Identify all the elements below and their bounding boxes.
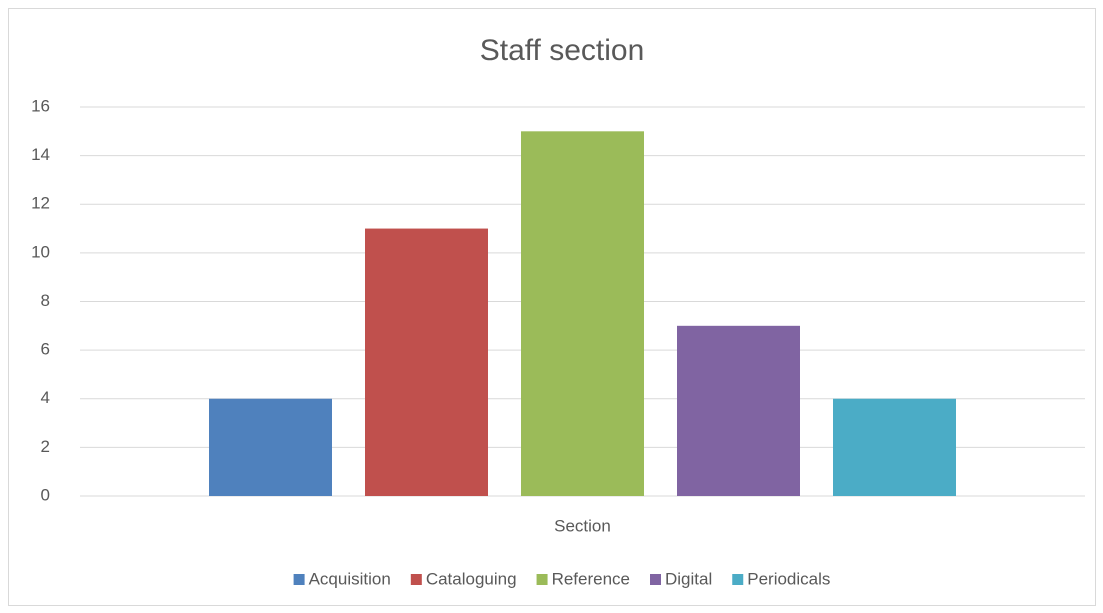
legend-swatch: [410, 574, 422, 585]
y-tick-label: 4: [41, 388, 50, 407]
legend-label: Cataloguing: [426, 569, 517, 588]
legend-swatch: [293, 574, 305, 585]
y-tick-label: 0: [41, 485, 50, 504]
legend-label: Periodicals: [747, 569, 830, 588]
legend-label: Acquisition: [309, 569, 391, 588]
legend-swatch: [536, 574, 548, 585]
legend-label: Digital: [665, 569, 712, 588]
x-tick-label: Section: [554, 516, 611, 535]
legend-swatch: [732, 574, 744, 585]
chart-title: Staff section: [480, 34, 645, 67]
y-tick-label: 12: [31, 194, 50, 213]
y-tick-label: 10: [31, 242, 50, 261]
y-tick-label: 16: [31, 96, 50, 115]
y-tick-label: 8: [41, 291, 50, 310]
bar: [677, 325, 800, 496]
bar: [365, 228, 488, 496]
y-tick-label: 2: [41, 437, 50, 456]
bar: [833, 398, 956, 496]
y-tick-label: 6: [41, 340, 50, 359]
bar: [209, 398, 332, 496]
legend-swatch: [650, 574, 661, 585]
y-tick-label: 14: [31, 145, 50, 164]
legend-label: Reference: [552, 569, 630, 588]
bar: [521, 131, 644, 496]
